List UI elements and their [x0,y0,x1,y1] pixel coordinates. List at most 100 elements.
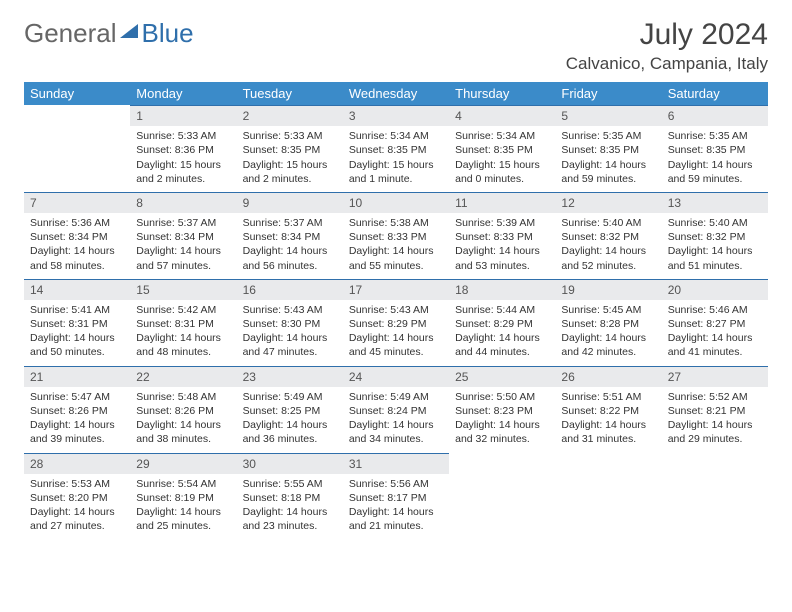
calendar-day-cell: 7Sunrise: 5:36 AMSunset: 8:34 PMDaylight… [24,192,130,279]
sunset-text: Sunset: 8:28 PM [561,317,655,331]
sunrise-text: Sunrise: 5:33 AM [243,129,337,143]
day-number: 14 [24,279,130,300]
day-content: Sunrise: 5:52 AMSunset: 8:21 PMDaylight:… [662,387,768,453]
daylight-text: Daylight: 14 hours and 36 minutes. [243,418,337,446]
day-number: 7 [24,192,130,213]
calendar-day-cell: 16Sunrise: 5:43 AMSunset: 8:30 PMDayligh… [237,279,343,366]
calendar-table: Sunday Monday Tuesday Wednesday Thursday… [24,82,768,539]
sunrise-text: Sunrise: 5:48 AM [136,390,230,404]
sunrise-text: Sunrise: 5:47 AM [30,390,124,404]
sunset-text: Sunset: 8:21 PM [668,404,762,418]
sunrise-text: Sunrise: 5:43 AM [349,303,443,317]
sunset-text: Sunset: 8:20 PM [30,491,124,505]
sunset-text: Sunset: 8:24 PM [349,404,443,418]
calendar-day-cell: 28 Sunrise: 5:53 AMSunset: 8:20 PMDayligh… [24,453,130,540]
sunset-text: Sunset: 8:35 PM [243,143,337,157]
sunset-text: Sunset: 8:19 PM [136,491,230,505]
calendar-day-cell: 11Sunrise: 5:39 AMSunset: 8:33 PMDayligh… [449,192,555,279]
day-number: 31 [343,453,449,474]
calendar-day-cell: 22Sunrise: 5:48 AMSunset: 8:26 PMDayligh… [130,366,236,453]
day-content: Sunrise: 5:34 AMSunset: 8:35 PMDaylight:… [449,126,555,192]
month-title: July 2024 [566,18,768,52]
day-content: Sunrise: 5:41 AMSunset: 8:31 PMDaylight:… [24,300,130,366]
daylight-text: Daylight: 14 hours and 29 minutes. [668,418,762,446]
calendar-day-cell: 19Sunrise: 5:45 AMSunset: 8:28 PMDayligh… [555,279,661,366]
day-number: 3 [343,105,449,126]
daylight-text: Daylight: 14 hours and 23 minutes. [243,505,337,533]
calendar-day-cell: 12Sunrise: 5:40 AMSunset: 8:32 PMDayligh… [555,192,661,279]
weekday-header: Thursday [449,82,555,105]
calendar-day-cell: 30Sunrise: 5:55 AMSunset: 8:18 PMDayligh… [237,453,343,540]
day-content: Sunrise: 5:42 AMSunset: 8:31 PMDaylight:… [130,300,236,366]
daylight-text: Daylight: 14 hours and 50 minutes. [30,331,124,359]
day-content: Sunrise: 5:44 AMSunset: 8:29 PMDaylight:… [449,300,555,366]
sunrise-text: Sunrise: 5:43 AM [243,303,337,317]
day-number: 6 [662,105,768,126]
daylight-text: Daylight: 14 hours and 52 minutes. [561,244,655,272]
calendar-day-cell: 21Sunrise: 5:47 AMSunset: 8:26 PMDayligh… [24,366,130,453]
day-number: 26 [555,366,661,387]
daylight-text: Daylight: 14 hours and 56 minutes. [243,244,337,272]
day-number: 1 [130,105,236,126]
brand-logo: General Blue [24,18,194,49]
daylight-text: Daylight: 14 hours and 31 minutes. [561,418,655,446]
sunrise-text: Sunrise: 5:44 AM [455,303,549,317]
calendar-day-cell: 1Sunrise: 5:33 AMSunset: 8:36 PMDaylight… [130,105,236,192]
day-content: Sunrise: 5:34 AMSunset: 8:35 PMDaylight:… [343,126,449,192]
sunrise-text: Sunrise: 5:55 AM [243,477,337,491]
day-content: Sunrise: 5:37 AMSunset: 8:34 PMDaylight:… [237,213,343,279]
day-number: 20 [662,279,768,300]
sunset-text: Sunset: 8:26 PM [30,404,124,418]
sunrise-text: Sunrise: 5:35 AM [668,129,762,143]
calendar-day-cell: 13Sunrise: 5:40 AMSunset: 8:32 PMDayligh… [662,192,768,279]
sunrise-text: Sunrise: 5:45 AM [561,303,655,317]
day-number: 16 [237,279,343,300]
sunset-text: Sunset: 8:35 PM [668,143,762,157]
sunset-text: Sunset: 8:31 PM [30,317,124,331]
weekday-header: Wednesday [343,82,449,105]
header: General Blue July 2024 Calvanico, Campan… [24,18,768,74]
calendar-day-cell: 27Sunrise: 5:52 AMSunset: 8:21 PMDayligh… [662,366,768,453]
daylight-text: Daylight: 14 hours and 53 minutes. [455,244,549,272]
day-content: Sunrise: 5:39 AMSunset: 8:33 PMDaylight:… [449,213,555,279]
daylight-text: Daylight: 14 hours and 32 minutes. [455,418,549,446]
calendar-day-cell [662,453,768,540]
sunset-text: Sunset: 8:34 PM [30,230,124,244]
daylight-text: Daylight: 14 hours and 27 minutes. [30,505,124,533]
day-content: Sunrise: 5:55 AMSunset: 8:18 PMDaylight:… [237,474,343,540]
logo-triangle-icon [118,18,140,49]
sunset-text: Sunset: 8:18 PM [243,491,337,505]
day-content: Sunrise: 5:45 AMSunset: 8:28 PMDaylight:… [555,300,661,366]
day-content: Sunrise: 5:48 AMSunset: 8:26 PMDaylight:… [130,387,236,453]
day-number: 19 [555,279,661,300]
sunrise-text: Sunrise: 5:40 AM [668,216,762,230]
sunset-text: Sunset: 8:32 PM [668,230,762,244]
calendar-week-row: 7Sunrise: 5:36 AMSunset: 8:34 PMDaylight… [24,192,768,279]
sunrise-text: Sunrise: 5:38 AM [349,216,443,230]
day-content: Sunrise: 5:40 AMSunset: 8:32 PMDaylight:… [662,213,768,279]
calendar-day-cell: 15Sunrise: 5:42 AMSunset: 8:31 PMDayligh… [130,279,236,366]
calendar-day-cell: 23Sunrise: 5:49 AMSunset: 8:25 PMDayligh… [237,366,343,453]
daylight-text: Daylight: 14 hours and 51 minutes. [668,244,762,272]
daylight-text: Daylight: 14 hours and 44 minutes. [455,331,549,359]
day-content: Sunrise: 5:35 AMSunset: 8:35 PMDaylight:… [555,126,661,192]
day-content: Sunrise: 5:38 AMSunset: 8:33 PMDaylight:… [343,213,449,279]
day-number: 28 [24,453,130,474]
day-content: Sunrise: 5:37 AMSunset: 8:34 PMDaylight:… [130,213,236,279]
day-content: Sunrise: 5:40 AMSunset: 8:32 PMDaylight:… [555,213,661,279]
sunrise-text: Sunrise: 5:53 AM [30,477,124,491]
day-number: 30 [237,453,343,474]
day-content: Sunrise: 5:51 AMSunset: 8:22 PMDaylight:… [555,387,661,453]
daylight-text: Daylight: 14 hours and 59 minutes. [668,158,762,186]
daylight-text: Daylight: 14 hours and 39 minutes. [30,418,124,446]
daylight-text: Daylight: 15 hours and 2 minutes. [136,158,230,186]
daylight-text: Daylight: 15 hours and 0 minutes. [455,158,549,186]
sunrise-text: Sunrise: 5:46 AM [668,303,762,317]
calendar-day-cell: 18Sunrise: 5:44 AMSunset: 8:29 PMDayligh… [449,279,555,366]
day-number: 24 [343,366,449,387]
day-content: Sunrise: 5:50 AMSunset: 8:23 PMDaylight:… [449,387,555,453]
sunset-text: Sunset: 8:31 PM [136,317,230,331]
calendar-day-cell: 6 Sunrise: 5:35 AMSunset: 8:35 PMDaylight… [662,105,768,192]
day-content: Sunrise: 5:54 AMSunset: 8:19 PMDaylight:… [130,474,236,540]
calendar-day-cell: 9Sunrise: 5:37 AMSunset: 8:34 PMDaylight… [237,192,343,279]
